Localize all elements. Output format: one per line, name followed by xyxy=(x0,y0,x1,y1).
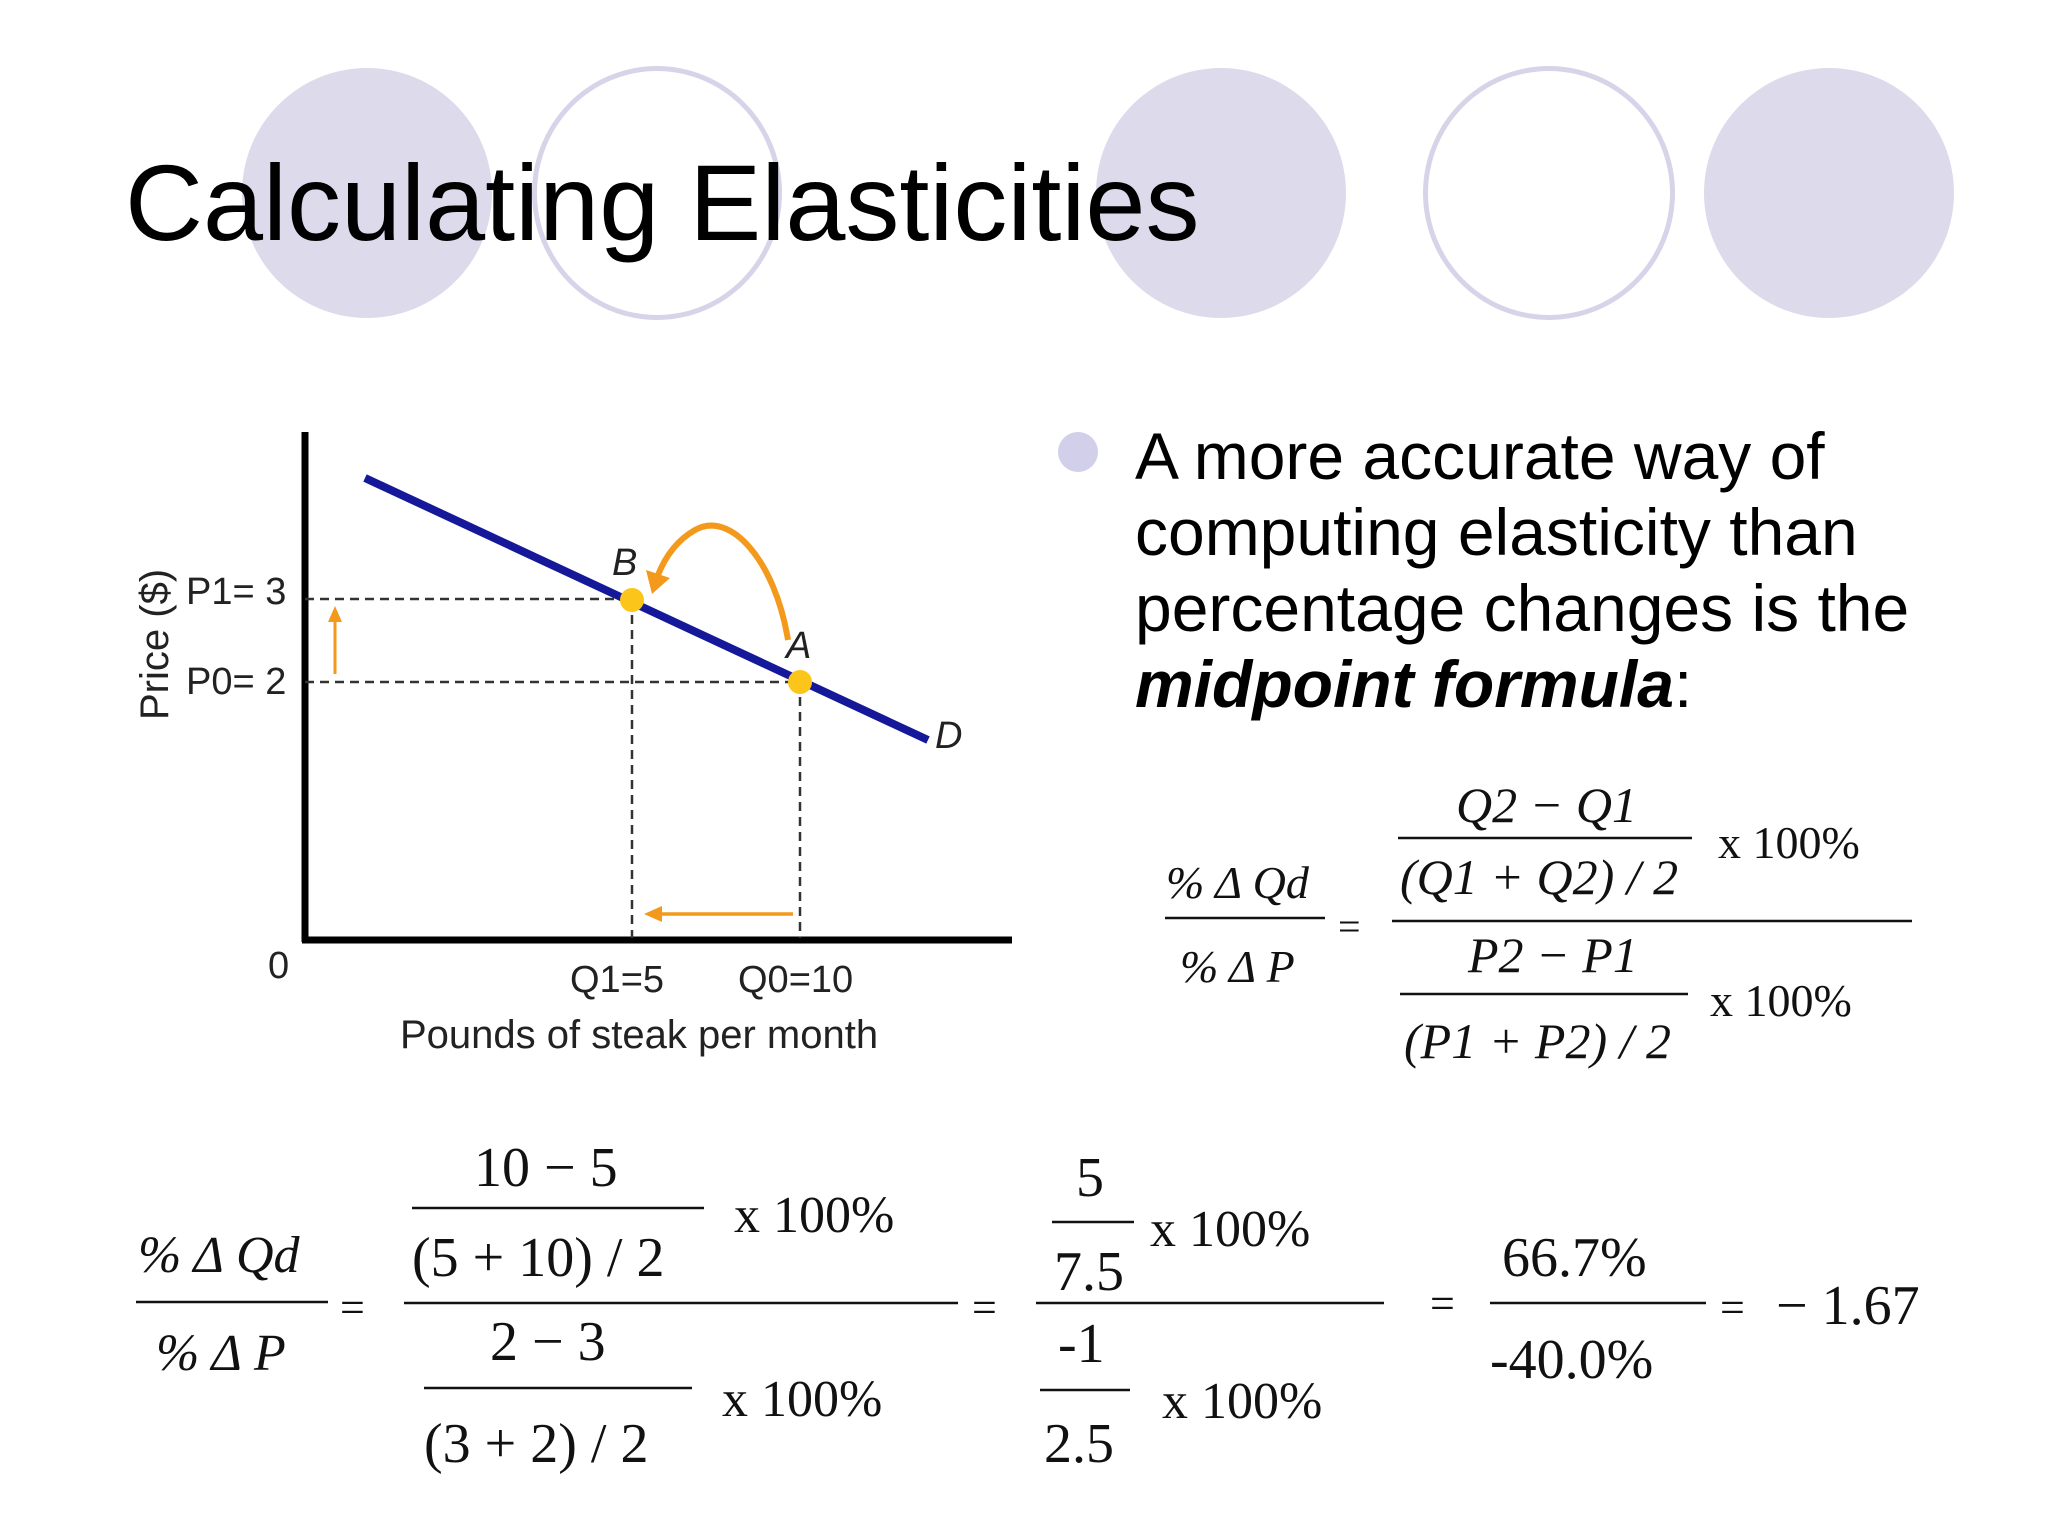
step1-den-top: 2 − 3 xyxy=(490,1311,606,1373)
bullet-emphasis: midpoint formula xyxy=(1135,647,1674,721)
bullet-text-before: A more accurate way of computing elastic… xyxy=(1135,419,1910,645)
worked-equals-2: = xyxy=(972,1283,997,1332)
quantity-fall-arrow xyxy=(644,906,793,922)
general-num-times: x 100% xyxy=(1718,817,1860,868)
step1-num-bottom: (5 + 10) / 2 xyxy=(412,1227,664,1289)
worked-equals-4: = xyxy=(1720,1283,1745,1332)
worked-equals-1: = xyxy=(340,1283,365,1332)
general-lhs-den: % Δ P xyxy=(1180,941,1295,992)
y-axis-label: Price ($) xyxy=(133,569,177,720)
step1-den-bottom: (3 + 2) / 2 xyxy=(424,1413,648,1475)
general-num-top: Q2 − Q1 xyxy=(1456,777,1637,833)
movement-arrow xyxy=(646,522,791,641)
p1-label: P1= 3 xyxy=(186,571,286,613)
worked-lhs-den: % Δ P xyxy=(156,1325,286,1382)
decor-circle-2 xyxy=(1096,68,1346,318)
x-axis-label: Pounds of steak per month xyxy=(400,1013,878,1057)
step1-num-top: 10 − 5 xyxy=(474,1137,618,1199)
curve-label: D xyxy=(935,715,962,757)
price-rise-arrow xyxy=(328,606,342,674)
q1-label: Q1=5 xyxy=(570,959,664,1001)
general-den-times: x 100% xyxy=(1710,975,1852,1026)
step2-num-times: x 100% xyxy=(1150,1201,1310,1258)
p0-label: P0= 2 xyxy=(186,661,286,703)
decor-circle-1 xyxy=(242,68,492,318)
general-den-bottom: (P1 + P2) / 2 xyxy=(1404,1013,1671,1069)
worked-result: − 1.67 xyxy=(1776,1275,1920,1337)
general-den-top: P2 − P1 xyxy=(1467,927,1638,983)
q0-label: Q0=10 xyxy=(738,959,853,1001)
decor-circle-3 xyxy=(1704,68,1954,318)
step2-den-top: -1 xyxy=(1058,1313,1105,1375)
step1-den-times: x 100% xyxy=(722,1371,882,1428)
point-b-label: B xyxy=(612,542,637,584)
step3-den: -40.0% xyxy=(1490,1329,1653,1391)
general-num-bottom: (Q1 + Q2) / 2 xyxy=(1400,849,1678,905)
general-equals: = xyxy=(1338,904,1361,949)
slide-title: Calculating Elasticities xyxy=(125,142,1200,263)
worked-equals-3: = xyxy=(1430,1279,1455,1328)
step2-num-bottom: 7.5 xyxy=(1054,1241,1124,1303)
worked-lhs-num: % Δ Qd xyxy=(138,1227,301,1284)
point-a-label: A xyxy=(784,625,811,667)
general-lhs-num: % Δ Qd xyxy=(1166,857,1310,908)
bullet-icon xyxy=(1058,432,1098,472)
origin-label: 0 xyxy=(268,945,289,987)
point-a-marker xyxy=(788,670,812,694)
step2-den-times: x 100% xyxy=(1162,1373,1322,1430)
formula-general: % Δ Qd % Δ P = Q2 − Q1 (Q1 + Q2) / 2 x 1… xyxy=(1165,777,1912,1069)
step1-num-times: x 100% xyxy=(734,1187,894,1244)
demand-curve xyxy=(363,474,930,744)
point-b-marker xyxy=(620,588,644,612)
decor-ring-2 xyxy=(1423,66,1675,320)
bullet-text: A more accurate way of computing elastic… xyxy=(1135,418,2015,722)
bullet-text-after: : xyxy=(1673,647,1693,721)
formula-worked: % Δ Qd % Δ P = 10 − 5 (5 + 10) / 2 x 100… xyxy=(136,1137,1920,1475)
demand-graph: B A D P1= 3 P0= 2 0 Q1=5 Q0=10 Pounds of… xyxy=(133,432,1012,1057)
step3-num: 66.7% xyxy=(1502,1227,1647,1289)
step2-den-bottom: 2.5 xyxy=(1044,1413,1114,1475)
step2-num-top: 5 xyxy=(1076,1147,1104,1209)
decor-ring-1 xyxy=(532,66,782,320)
